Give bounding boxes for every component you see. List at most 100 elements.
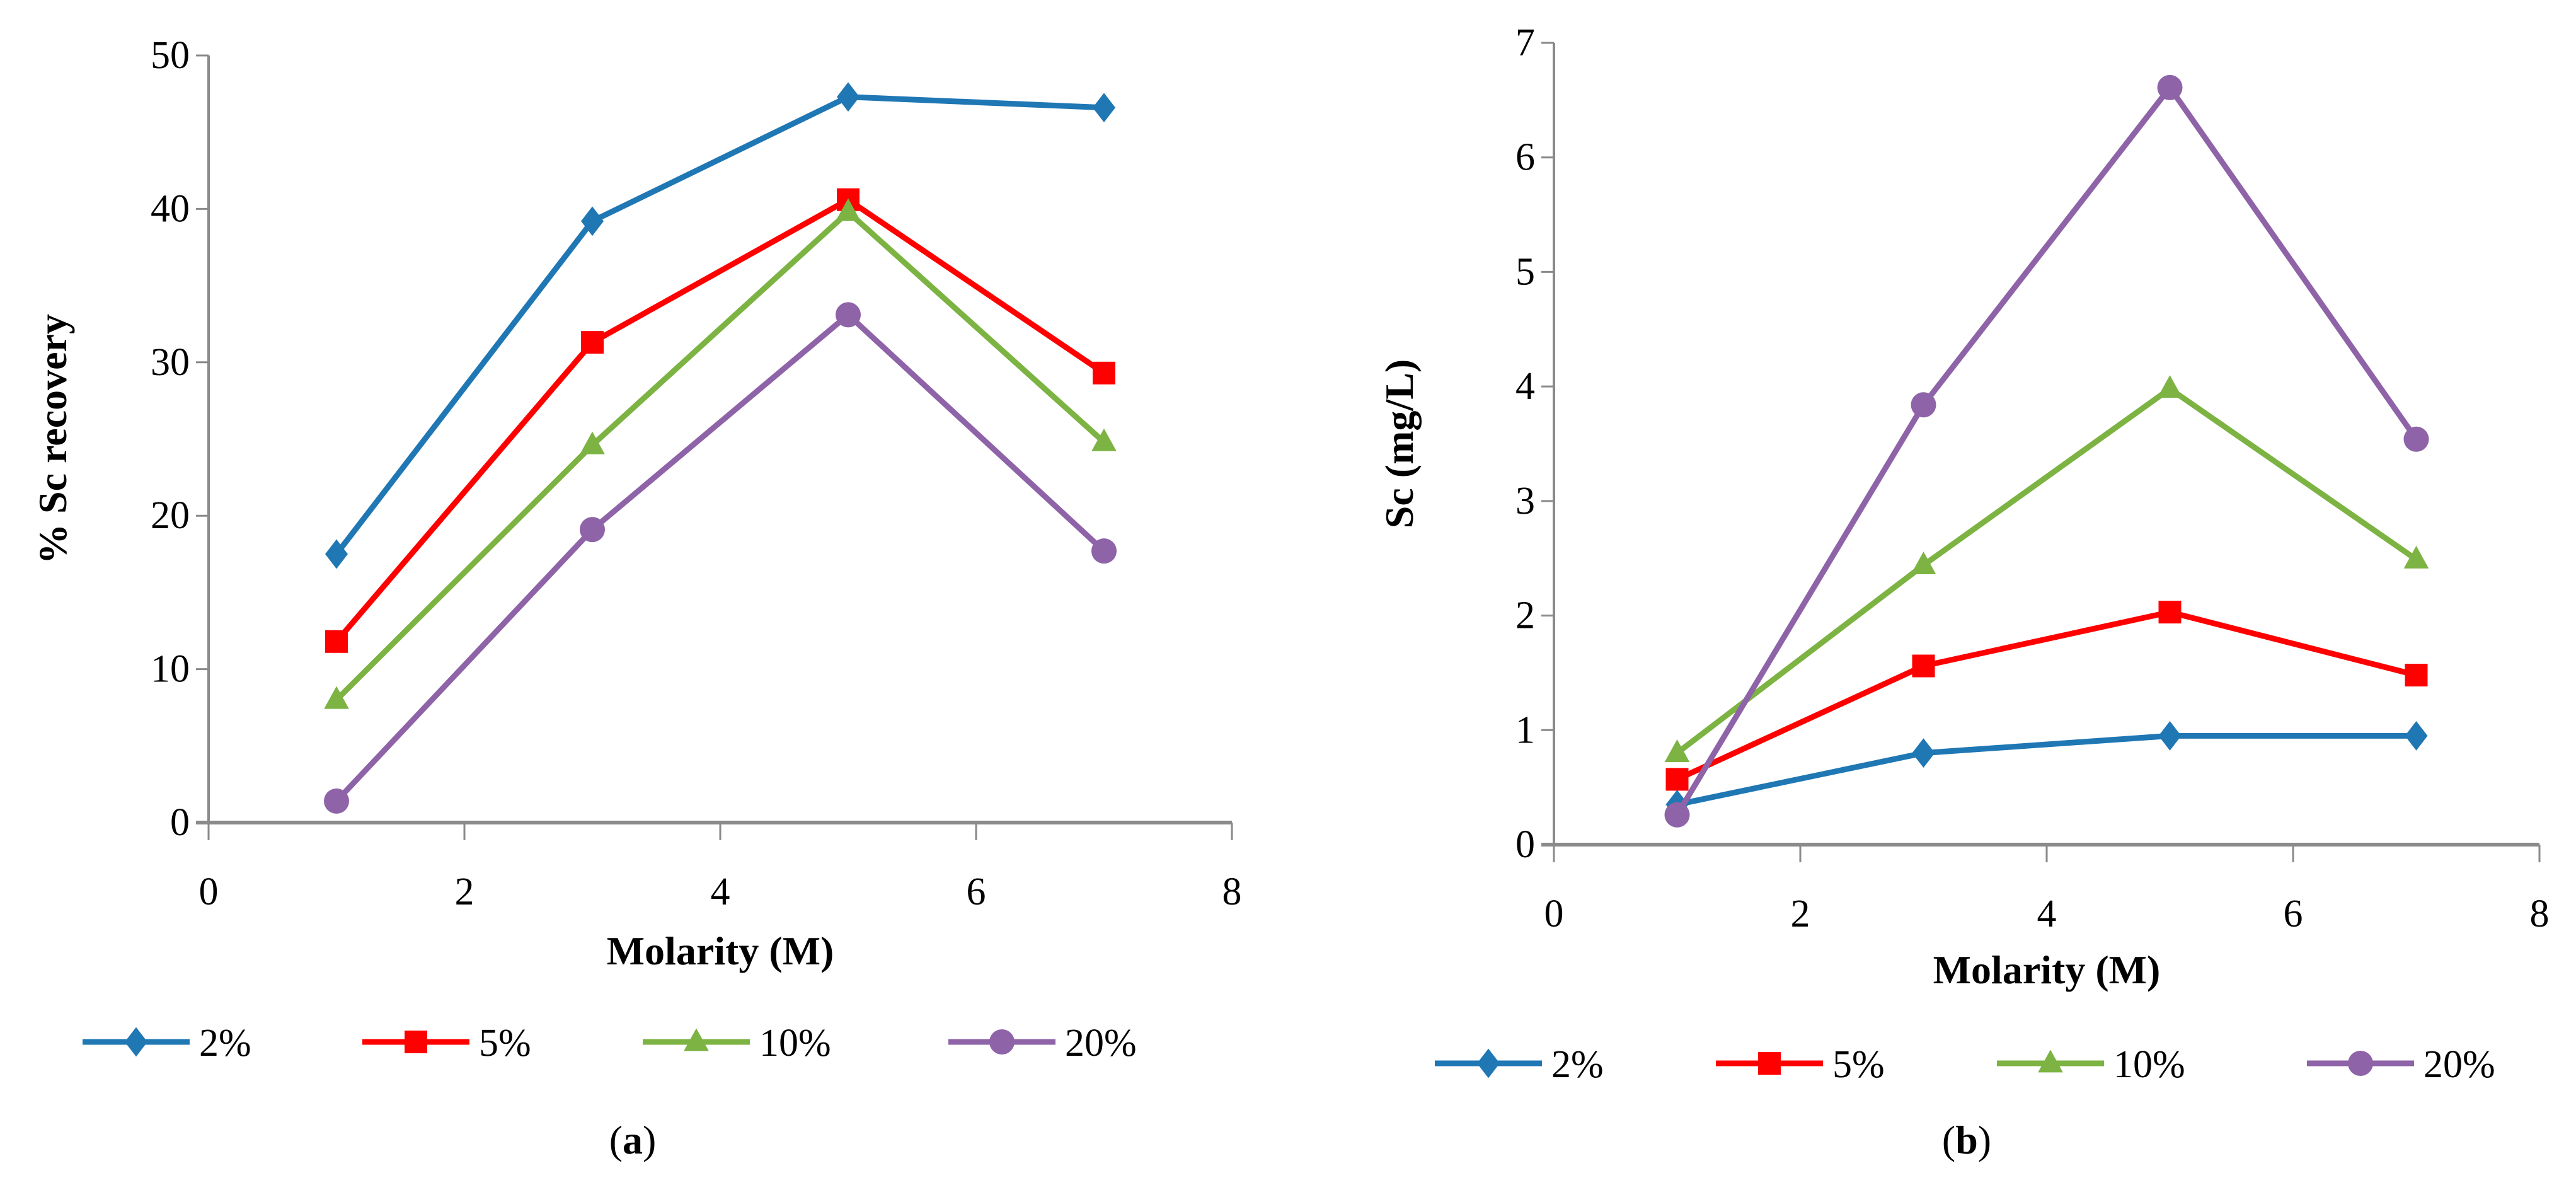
legend-label: 20%: [2424, 1043, 2495, 1086]
x-tick-label: 4: [711, 870, 730, 913]
chart-b: 0 1 2 3 4 5 6 7 0 2 4 6 8 Molarity (M) Sc (mg/L) 2% 5% 10…: [1377, 21, 2550, 1162]
y-tick-label: 6: [1515, 136, 1535, 179]
data-point: [1093, 361, 1115, 384]
data-point: [1091, 428, 1117, 451]
data-point: [1664, 739, 1690, 763]
y-tick-label: 0: [1515, 823, 1535, 866]
y-tick-label: 20: [151, 494, 190, 537]
x-tick-label: 6: [967, 870, 986, 913]
data-point: [2403, 426, 2429, 452]
series-5pct: [1665, 601, 2428, 791]
chart-a: 0 10 20 30 40 50 0 2 4 6 8 Molarity (M) % Sc recover…: [30, 34, 1242, 1162]
series-20pct: [1664, 74, 2429, 828]
legend-item: 2%: [1435, 1043, 1604, 1086]
x-tick-label: 8: [1222, 870, 1242, 913]
data-point: [2403, 545, 2429, 569]
series-line: [334, 197, 1106, 644]
data-point: [581, 206, 604, 236]
legend-label: 2%: [1551, 1043, 1604, 1086]
legend-item: 10%: [643, 1022, 831, 1065]
data-point: [1911, 392, 1936, 418]
y-tick-label: 7: [1515, 21, 1535, 64]
series-line: [334, 209, 1107, 702]
data-point: [325, 539, 348, 569]
legend-item: 5%: [362, 1022, 531, 1065]
legend-marker: [2348, 1051, 2373, 1076]
legend-item: 5%: [1716, 1043, 1885, 1086]
data-point: [837, 82, 860, 112]
data-point: [1664, 802, 1690, 828]
data-point: [2405, 664, 2428, 687]
legend-marker: [989, 1029, 1015, 1055]
series-line: [1676, 732, 2417, 807]
y-tick-label: 50: [151, 34, 190, 77]
y-tick-label: 2: [1515, 594, 1535, 637]
legend-item: 20%: [948, 1022, 1137, 1065]
x-tick-label: 0: [1544, 893, 1564, 935]
data-point: [1912, 738, 1935, 768]
data-point: [1911, 552, 1936, 575]
data-point: [1912, 654, 1935, 678]
data-point: [581, 331, 604, 354]
legend-label: 5%: [479, 1022, 531, 1065]
series-line: [1676, 609, 2417, 782]
data-point: [2157, 74, 2183, 100]
x-tick-label: 4: [2037, 893, 2057, 935]
legend-marker: [1758, 1052, 1781, 1075]
data-point: [836, 198, 861, 221]
data-point: [324, 788, 349, 814]
y-axis-title: % Sc recovery: [30, 314, 75, 564]
series-2pct: [325, 82, 1115, 569]
data-point: [325, 630, 348, 653]
legend-marker: [2038, 1049, 2063, 1073]
data-point: [324, 686, 349, 709]
series-2pct: [1665, 720, 2428, 819]
series-line: [334, 311, 1107, 804]
legend-item: 10%: [1997, 1043, 2185, 1086]
legend-label: 10%: [2113, 1043, 2185, 1086]
data-point: [580, 517, 605, 543]
series-line: [334, 94, 1105, 556]
series-10pct: [324, 198, 1117, 709]
y-axis-title: Sc (mg/L): [1377, 359, 1422, 528]
data-point: [1093, 93, 1115, 123]
legend-marker: [1477, 1048, 1500, 1078]
y-tick-label: 5: [1515, 250, 1535, 293]
y-tick-label: 4: [1515, 365, 1535, 408]
x-tick-label: 6: [2284, 893, 2303, 935]
series-10pct: [1664, 375, 2429, 763]
series-line: [1675, 386, 2418, 756]
data-point: [2158, 720, 2182, 751]
data-point: [2158, 601, 2182, 624]
x-tick-label: 0: [199, 870, 219, 913]
data-point: [580, 431, 605, 454]
y-tick-label: 0: [170, 801, 190, 844]
x-tick-label: 8: [2530, 893, 2550, 935]
y-tick-label: 3: [1515, 480, 1535, 523]
x-tick-label: 2: [455, 870, 474, 913]
legend-label: 2%: [199, 1022, 251, 1065]
data-point: [836, 302, 861, 328]
legend-label: 5%: [1832, 1043, 1885, 1086]
legend-item: 2%: [83, 1022, 251, 1065]
data-point: [1665, 768, 1689, 791]
legend-label: 20%: [1065, 1022, 1137, 1065]
legend-marker: [684, 1028, 709, 1051]
x-axis-title: Molarity (M): [607, 928, 834, 973]
series-20pct: [324, 302, 1117, 814]
y-tick-label: 40: [151, 187, 190, 230]
y-tick-label: 1: [1515, 708, 1535, 751]
legend-label: 10%: [759, 1022, 831, 1065]
series-line: [1674, 84, 2419, 817]
legend-marker: [405, 1031, 427, 1053]
x-axis-title: Molarity (M): [1933, 947, 2161, 992]
y-tick-label: 10: [151, 648, 190, 691]
data-point: [2157, 375, 2183, 398]
x-tick-label: 2: [1791, 893, 1810, 935]
y-tick-label: 30: [151, 341, 190, 384]
panel-caption: (b): [1942, 1118, 1991, 1162]
data-point: [2405, 720, 2428, 751]
panel-label: a: [623, 1118, 643, 1162]
legend-marker: [125, 1027, 147, 1057]
